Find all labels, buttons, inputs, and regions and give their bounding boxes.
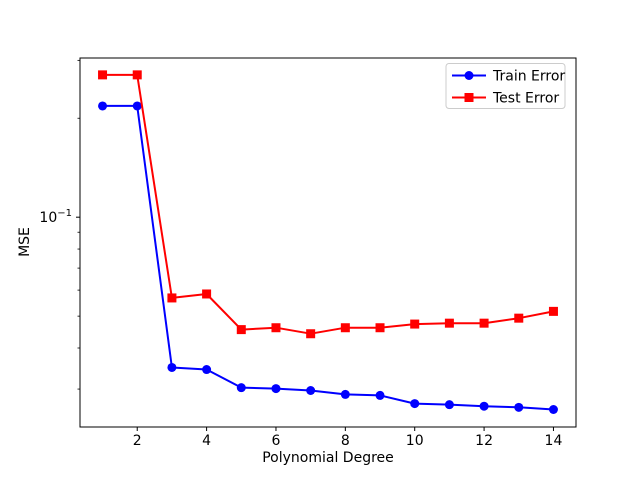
legend-marker-circle	[464, 71, 474, 80]
data-point-square	[167, 293, 177, 303]
legend-label: Train Error	[492, 69, 565, 85]
data-point-circle	[306, 386, 316, 396]
data-point-circle	[444, 400, 454, 410]
data-point-circle	[98, 101, 108, 111]
data-point-square	[340, 323, 350, 333]
x-axis-tick-label: 14	[545, 433, 563, 449]
legend-marker-square	[464, 93, 474, 102]
x-axis-tick-label: 10	[406, 433, 424, 449]
data-point-square	[548, 306, 558, 316]
axes-frame	[79, 57, 577, 428]
data-point-circle	[375, 390, 385, 400]
data-point-square	[271, 323, 281, 333]
data-point-square	[444, 318, 454, 328]
data-point-square	[306, 329, 316, 339]
series-line-square	[102, 73, 554, 335]
data-point-circle	[236, 383, 246, 393]
data-point-square	[514, 313, 524, 323]
data-point-square	[479, 318, 489, 328]
data-point-circle	[548, 404, 558, 414]
data-point-square	[132, 70, 142, 80]
data-point-circle	[271, 384, 281, 394]
legend: Train Error Test Error	[445, 63, 566, 109]
data-point-square	[410, 319, 420, 329]
x-axis-tick-label: 12	[475, 433, 493, 449]
data-point-circle	[202, 365, 212, 375]
legend-label: Test Error	[492, 91, 559, 107]
series-line-circle	[102, 104, 554, 411]
x-axis-tick-label: 4	[202, 433, 211, 449]
data-point-circle	[410, 399, 420, 409]
data-point-circle	[340, 389, 350, 399]
data-point-square	[236, 325, 246, 335]
y-axis-tick-label: 10−1	[39, 208, 72, 226]
data-point-circle	[514, 402, 524, 412]
data-point-circle	[479, 401, 489, 411]
x-axis-tick-label: 6	[272, 433, 281, 449]
x-axis-tick-label: 2	[133, 433, 142, 449]
data-point-circle	[167, 362, 177, 372]
x-axis-title: Polynomial Degree	[262, 450, 394, 466]
data-point-square	[202, 289, 212, 299]
y-axis-title: MSE	[17, 227, 33, 257]
x-axis-tick-label: 8	[341, 433, 350, 449]
data-point-square	[375, 323, 385, 333]
data-point-circle	[132, 101, 142, 111]
data-point-square	[98, 70, 108, 80]
